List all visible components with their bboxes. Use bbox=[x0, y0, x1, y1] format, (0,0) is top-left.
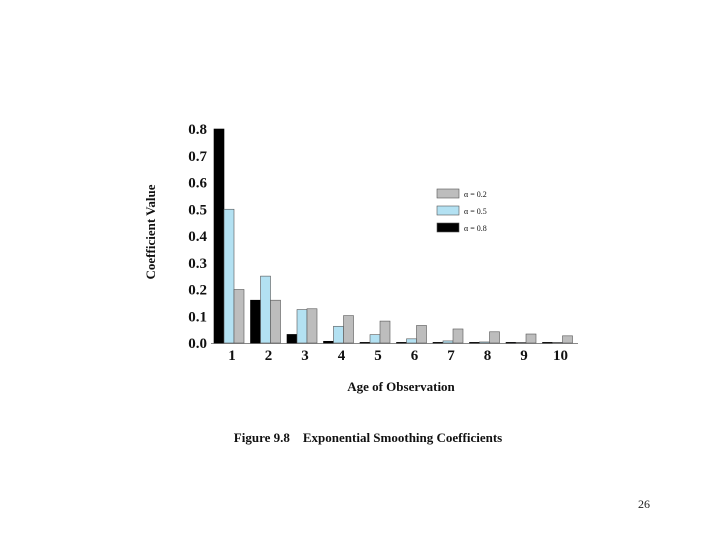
bar--0-5-age-3 bbox=[296, 309, 308, 344]
x-tick-label: 5 bbox=[374, 348, 382, 364]
bar--0-8-age-10 bbox=[542, 342, 553, 344]
legend-label: α = 0.2 bbox=[464, 190, 487, 199]
legend-label: α = 0.5 bbox=[464, 207, 487, 216]
bar--0-2-age-7 bbox=[452, 328, 464, 344]
y-tick-label: 0.8 bbox=[188, 122, 207, 138]
legend-swatch bbox=[436, 205, 460, 216]
y-tick-label: 0.2 bbox=[188, 283, 207, 299]
bar--0-8-age-9 bbox=[505, 342, 517, 344]
y-tick-label: 0.3 bbox=[188, 256, 207, 272]
bar--0-5-age-2 bbox=[260, 275, 271, 344]
bar--0-2-age-3 bbox=[306, 308, 318, 344]
bar--0-5-age-1 bbox=[223, 208, 235, 344]
y-axis-ticks: 0.0 0.1 0.2 0.3 0.4 0.5 0.6 0.7 0.8 bbox=[188, 122, 207, 352]
x-tick-label: 6 bbox=[411, 348, 419, 364]
x-tick-label: 10 bbox=[553, 348, 568, 364]
bar--0-2-age-10 bbox=[562, 335, 573, 344]
legend-swatch bbox=[436, 188, 460, 199]
y-axis-title: Coefficient Value bbox=[143, 184, 158, 279]
x-tick-label: 9 bbox=[520, 348, 528, 364]
bar--0-2-age-1 bbox=[233, 289, 245, 344]
x-tick-label: 1 bbox=[228, 348, 236, 364]
bar--0-8-age-6 bbox=[396, 342, 407, 344]
bar--0-5-age-7 bbox=[442, 340, 454, 344]
legend-label: α = 0.8 bbox=[464, 224, 487, 233]
figure-caption: Figure 9.8 Exponential Smoothing Coeffic… bbox=[234, 430, 502, 445]
bar--0-2-age-9 bbox=[525, 333, 537, 344]
bar--0-5-age-9 bbox=[515, 342, 527, 344]
x-tick-label: 3 bbox=[301, 348, 309, 364]
x-tick-label: 7 bbox=[447, 348, 455, 364]
bar--0-8-age-1 bbox=[213, 128, 225, 344]
x-axis-ticks: 1 2 3 4 5 6 7 8 9 10 bbox=[228, 348, 568, 364]
bar--0-5-age-8 bbox=[479, 341, 490, 344]
y-tick-label: 0.0 bbox=[188, 336, 207, 352]
bar--0-5-age-6 bbox=[406, 338, 417, 344]
bar--0-8-age-8 bbox=[469, 342, 480, 344]
bar--0-8-age-2 bbox=[250, 299, 261, 344]
legend-swatch bbox=[436, 222, 460, 233]
bar--0-8-age-4 bbox=[323, 340, 334, 344]
bar--0-2-age-8 bbox=[489, 331, 500, 344]
x-tick-label: 2 bbox=[265, 348, 273, 364]
bar--0-8-age-5 bbox=[359, 342, 371, 344]
legend: α = 0.2 α = 0.5 α = 0.8 bbox=[436, 188, 487, 233]
x-tick-label: 4 bbox=[338, 348, 346, 364]
bar--0-2-age-5 bbox=[379, 320, 391, 344]
bar--0-5-age-5 bbox=[369, 334, 381, 344]
bar--0-2-age-2 bbox=[270, 299, 281, 344]
plot-area bbox=[211, 128, 578, 344]
y-tick-label: 0.7 bbox=[188, 149, 207, 165]
y-tick-label: 0.5 bbox=[188, 202, 207, 218]
bar--0-5-age-10 bbox=[552, 342, 563, 344]
x-axis-title: Age of Observation bbox=[347, 379, 455, 394]
bar--0-2-age-4 bbox=[343, 315, 354, 344]
y-tick-label: 0.4 bbox=[188, 229, 207, 245]
x-tick-label: 8 bbox=[484, 348, 492, 364]
bar--0-8-age-3 bbox=[286, 334, 298, 344]
y-tick-label: 0.6 bbox=[188, 176, 207, 192]
bar--0-8-age-7 bbox=[432, 342, 444, 344]
page-number: 26 bbox=[638, 497, 650, 511]
bar--0-5-age-4 bbox=[333, 325, 344, 344]
bar--0-2-age-6 bbox=[416, 325, 427, 344]
y-tick-label: 0.1 bbox=[188, 309, 207, 325]
